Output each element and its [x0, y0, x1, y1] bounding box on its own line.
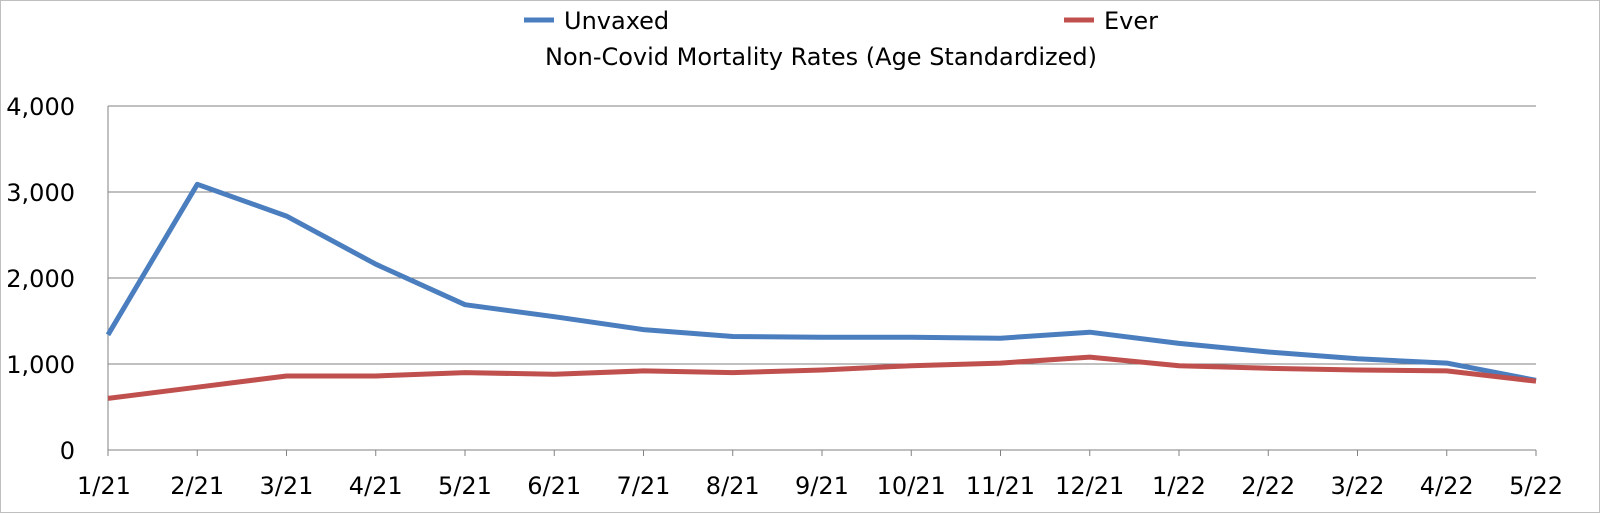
legend-label-unvaxed: Unvaxed — [564, 7, 669, 35]
x-tick-label: 3/22 — [1331, 472, 1385, 500]
series-line-ever — [107, 354, 1537, 401]
y-tick-label: 4,000 — [6, 93, 75, 121]
legend: Unvaxed Ever — [524, 7, 1158, 35]
series-lines — [105, 181, 1537, 401]
x-tick-label: 9/21 — [795, 472, 849, 500]
x-tick-label: 4/21 — [349, 472, 403, 500]
x-tick-labels: 1/21 2/21 3/21 4/21 5/21 6/21 7/21 8/21 9/21 10/2… — [77, 472, 1563, 500]
x-tick-label: 10/21 — [877, 472, 946, 500]
x-tick-label: 2/22 — [1241, 472, 1295, 500]
x-tick-label: 3/21 — [260, 472, 314, 500]
x-tick-label: 1/21 — [77, 472, 131, 500]
x-tick-label: 11/21 — [966, 472, 1035, 500]
series-line-unvaxed — [105, 181, 1537, 383]
x-tick-label: 5/21 — [438, 472, 492, 500]
x-tick-label: 4/22 — [1420, 472, 1474, 500]
y-tick-label: 1,000 — [6, 351, 75, 379]
legend-label-ever: Ever — [1104, 7, 1158, 35]
x-tick-label: 12/21 — [1055, 472, 1124, 500]
axes — [107, 106, 1537, 456]
x-tick-label: 6/21 — [527, 472, 581, 500]
chart-title: Non-Covid Mortality Rates (Age Standardi… — [545, 43, 1097, 71]
x-tick-label: 7/21 — [617, 472, 671, 500]
y-tick-label: 2,000 — [6, 265, 75, 293]
x-tick-label: 1/22 — [1152, 472, 1206, 500]
x-tick-label: 8/21 — [706, 472, 760, 500]
x-tick-label: 2/21 — [170, 472, 224, 500]
gridlines — [108, 105, 1536, 365]
y-tick-label: 0 — [60, 437, 75, 465]
y-tick-label: 3,000 — [6, 179, 75, 207]
y-tick-labels: 0 1,000 2,000 3,000 4,000 — [6, 93, 75, 465]
x-tick-label: 5/22 — [1509, 472, 1563, 500]
